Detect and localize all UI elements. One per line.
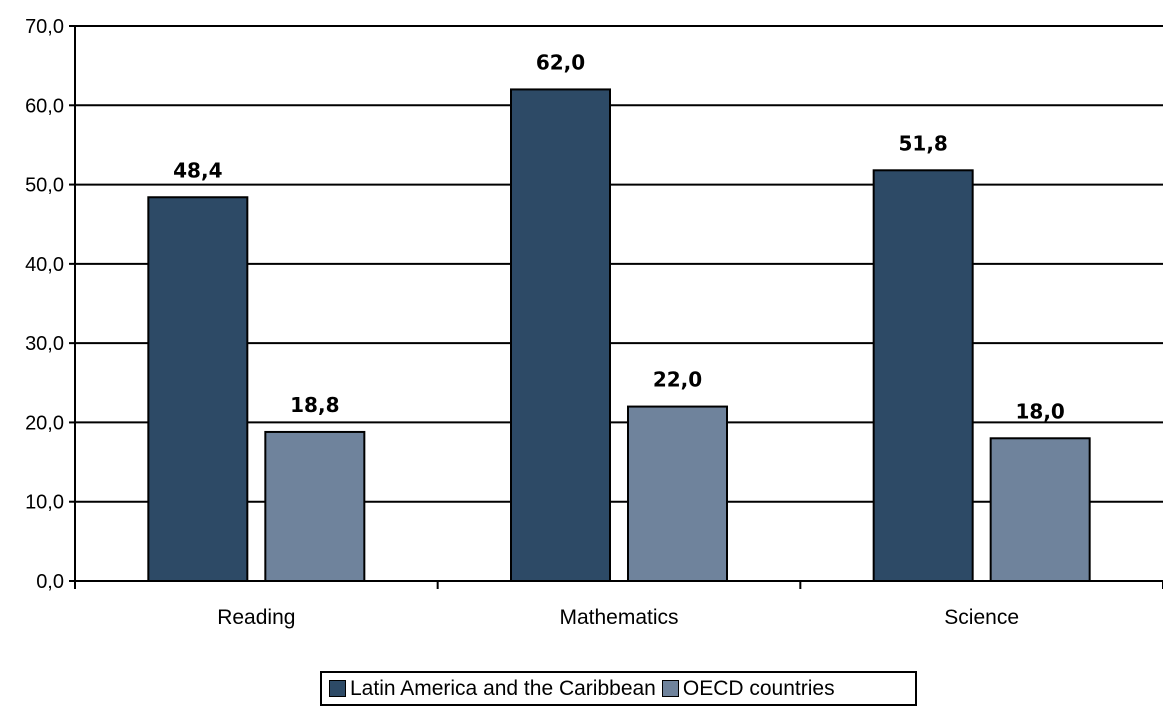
y-tick-label-3: 30,0 [25,333,64,355]
bar-reading-latin-america-and-the-caribbean [147,196,249,582]
data-label-reading-latin-america-and-the-caribbean: 48,4 [173,158,222,182]
legend-swatch-latin-america [329,680,346,697]
y-tick-label-2: 20,0 [25,412,64,434]
y-tick-label-6: 60,0 [25,95,64,117]
data-label-science-oecd-countries: 18,0 [1015,399,1064,423]
data-label-mathematics-oecd-countries: 22,0 [653,368,702,392]
gridlines [75,25,1163,503]
y-tick-label-4: 40,0 [25,254,64,276]
bar-science-latin-america-and-the-caribbean [872,169,974,583]
legend-label-latin-america: Latin America and the Caribbean [350,676,656,700]
data-label-science-latin-america-and-the-caribbean: 51,8 [898,131,947,155]
bar-mathematics-latin-america-and-the-caribbean [510,88,611,583]
legend-swatch-oecd [661,680,679,697]
axes: 0,0 10,0 20,0 30,0 40,0 50,0 60,0 70,0 Reading Ma… [25,16,1163,629]
bar-science-oecd-countries [989,437,1091,582]
y-tick-label-5: 50,0 [25,175,64,197]
legend-item-latin-america: Latin America and the Caribbean [329,677,656,701]
x-category-label-mathematics: Mathematics [559,606,678,629]
bar-reading-oecd-countries [264,430,366,583]
data-labels: 48,4 18,8 62,0 22,0 51,8 18,0 [173,50,1065,423]
x-category-label-science: Science [944,606,1019,629]
legend-item-oecd: OECD countries [661,676,835,701]
y-tick-label-1: 10,0 [25,492,64,514]
y-tick-label-7: 70,0 [25,16,64,38]
bar-mathematics-oecd-countries [627,405,728,583]
data-label-reading-oecd-countries: 18,8 [290,393,339,417]
legend-label-oecd: OECD countries [682,676,835,700]
bars [147,88,1091,583]
x-category-label-reading: Reading [217,606,295,629]
data-label-mathematics-latin-america-and-the-caribbean: 62,0 [536,50,585,74]
bar-chart: 48,4 18,8 62,0 22,0 51,8 18,0 0,0 10,0 20,0 30,0… [25,16,1163,629]
legend: Latin America and the Caribbean OECD cou… [320,671,917,706]
y-tick-label-0: 0,0 [36,571,64,593]
